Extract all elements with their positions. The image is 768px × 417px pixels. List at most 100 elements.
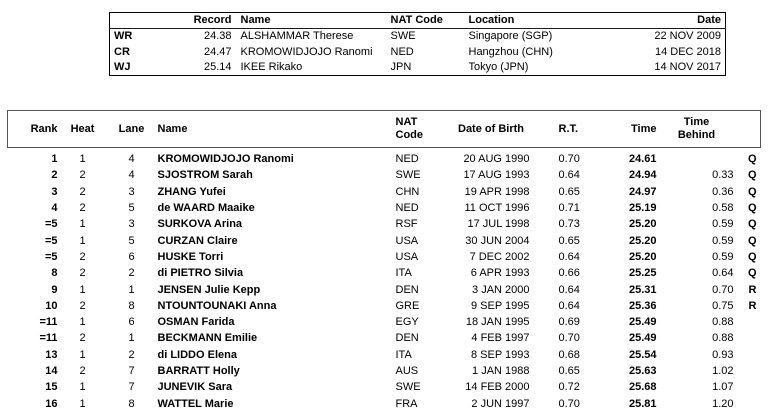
result-swimmer-name: NTOUNTOUNAKI Anna <box>157 299 277 312</box>
result-time-behind: 0.70 <box>712 283 734 296</box>
result-lane: 3 <box>128 185 135 198</box>
result-reaction-time: 0.71 <box>558 202 580 215</box>
result-time-behind: 1.20 <box>712 397 734 410</box>
record-date: 14 DEC 2018 <box>654 45 721 58</box>
result-heat: 1 <box>79 348 86 361</box>
results-header-lane: Lane <box>107 110 156 148</box>
result-nat-code: SWE <box>395 169 421 182</box>
result-qualifier <box>736 380 761 396</box>
result-nat-code: ITA <box>395 348 412 361</box>
result-lane: 5 <box>128 234 135 247</box>
result-time: 25.54 <box>628 348 657 361</box>
result-time-behind: 0.36 <box>712 185 734 198</box>
result-time-behind: 0.58 <box>712 202 734 215</box>
record-row: WR 24.38 ALSHAMMAR Therese SWE Singapore… <box>110 29 726 45</box>
result-nat-code: GRE <box>395 299 420 312</box>
result-heat: 2 <box>79 169 86 182</box>
result-nat-code: CHN <box>395 185 420 198</box>
result-swimmer-name: de WAARD Maaike <box>157 202 255 215</box>
result-rank: 1 <box>51 153 58 166</box>
result-swimmer-name: WATTEL Marie <box>157 397 234 410</box>
result-row: 15 1 7 JUNEVIK Sara SWE 14 FEB 2000 0.72… <box>8 380 761 396</box>
records-header-location: Location <box>468 12 599 29</box>
result-swimmer-name: KROMOWIDJOJO Ranomi <box>157 153 294 166</box>
result-qualifier: Q <box>747 202 757 215</box>
record-time: 24.47 <box>203 45 232 58</box>
result-qualifier <box>736 347 761 363</box>
result-rank: 2 <box>51 169 58 182</box>
result-row: 1 1 4 KROMOWIDJOJO Ranomi NED 20 AUG 199… <box>8 152 761 168</box>
record-date: 14 NOV 2017 <box>654 60 721 73</box>
result-date-of-birth: 30 JUN 2004 <box>465 234 530 247</box>
records-header-row: Record Name NAT Code Location Date <box>109 12 726 29</box>
result-date-of-birth: 20 AUG 1990 <box>463 153 530 166</box>
record-location: Singapore (SGP) <box>468 30 553 43</box>
record-holder: IKEE Rikako <box>240 60 303 73</box>
result-lane: 4 <box>128 169 135 182</box>
result-rank: 9 <box>51 283 58 296</box>
result-row: =11 2 1 BECKMANN Emilie DEN 4 FEB 1997 0… <box>8 331 761 347</box>
records-header-record: Record <box>159 12 232 29</box>
result-row: 3 2 3 ZHANG Yufei CHN 19 APR 1998 0.65 2… <box>8 184 761 200</box>
result-row: 10 2 8 NTOUNTOUNAKI Anna GRE 9 SEP 1995 … <box>8 298 761 314</box>
record-nat-code: NED <box>390 45 414 58</box>
result-nat-code: AUS <box>395 365 419 377</box>
result-nat-code: DEN <box>395 332 419 345</box>
result-qualifier: R <box>748 283 757 296</box>
result-row: 4 2 5 de WAARD Maaike NED 11 OCT 1996 0.… <box>8 200 761 216</box>
result-time-behind: 0.33 <box>712 169 734 182</box>
result-time-behind: 0.59 <box>712 250 734 263</box>
result-nat-code: RSF <box>395 218 418 231</box>
result-time-behind: 1.02 <box>712 365 734 377</box>
result-swimmer-name: OSMAN Farida <box>157 316 235 329</box>
result-swimmer-name: JUNEVIK Sara <box>157 381 233 394</box>
result-rank: 15 <box>45 381 58 394</box>
result-swimmer-name: HUSKE Torri <box>157 250 224 263</box>
result-reaction-time: 0.70 <box>558 332 580 345</box>
record-time: 25.14 <box>203 60 232 73</box>
result-lane: 7 <box>128 365 135 377</box>
result-qualifier: R <box>748 299 757 312</box>
result-time: 25.68 <box>628 381 657 394</box>
record-label: CR <box>114 45 130 58</box>
result-row: =5 1 5 CURZAN Claire USA 30 JUN 2004 0.6… <box>8 233 761 249</box>
result-rank: 14 <box>45 365 58 377</box>
result-lane: 7 <box>128 381 135 394</box>
result-row: 9 1 1 JENSEN Julie Kepp DEN 3 JAN 2000 0… <box>8 282 761 298</box>
result-row: =11 1 6 OSMAN Farida EGY 18 JAN 1995 0.6… <box>8 314 761 330</box>
result-rank: =5 <box>44 250 58 263</box>
result-date-of-birth: 8 SEP 1993 <box>470 348 530 361</box>
result-time: 25.49 <box>628 316 657 329</box>
result-swimmer-name: SURKOVA Arina <box>157 218 243 231</box>
record-holder: KROMOWIDJOJO Ranomi <box>240 45 373 58</box>
result-qualifier <box>736 314 761 330</box>
record-location: Tokyo (JPN) <box>468 60 529 73</box>
result-rank: =11 <box>39 332 58 345</box>
result-date-of-birth: 3 JAN 2000 <box>472 283 530 296</box>
result-heat: 1 <box>79 381 86 394</box>
records-header-date: Date <box>598 12 726 29</box>
result-swimmer-name: di PIETRO Silvia <box>157 267 244 280</box>
result-date-of-birth: 14 FEB 2000 <box>465 381 530 394</box>
result-rank: =11 <box>39 316 58 329</box>
record-row: CR 24.47 KROMOWIDJOJO Ranomi NED Hangzho… <box>110 44 726 60</box>
result-time: 25.19 <box>628 202 657 215</box>
result-time: 25.63 <box>628 365 657 377</box>
result-nat-code: DEN <box>395 283 419 296</box>
record-row: WJ 25.14 IKEE Rikako JPN Tokyo (JPN) 14 … <box>110 60 726 76</box>
result-swimmer-name: CURZAN Claire <box>157 234 238 247</box>
result-qualifier <box>736 396 761 412</box>
result-reaction-time: 0.69 <box>558 316 580 329</box>
result-lane: 8 <box>128 299 135 312</box>
result-reaction-time: 0.66 <box>558 267 580 280</box>
result-nat-code: EGY <box>395 316 419 329</box>
result-rank: 3 <box>51 185 58 198</box>
result-heat: 1 <box>79 234 86 247</box>
result-time-behind: 1.07 <box>712 381 734 394</box>
result-time: 25.49 <box>628 332 657 345</box>
result-qualifier: Q <box>747 267 757 280</box>
result-qualifier: Q <box>747 169 757 182</box>
result-reaction-time: 0.72 <box>558 381 580 394</box>
result-lane: 2 <box>128 348 135 361</box>
result-rank: 8 <box>51 267 58 280</box>
